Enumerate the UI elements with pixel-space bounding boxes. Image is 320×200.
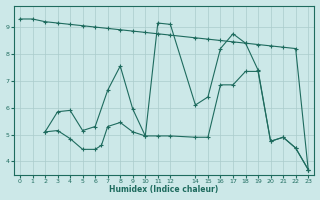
X-axis label: Humidex (Indice chaleur): Humidex (Indice chaleur): [109, 185, 219, 194]
